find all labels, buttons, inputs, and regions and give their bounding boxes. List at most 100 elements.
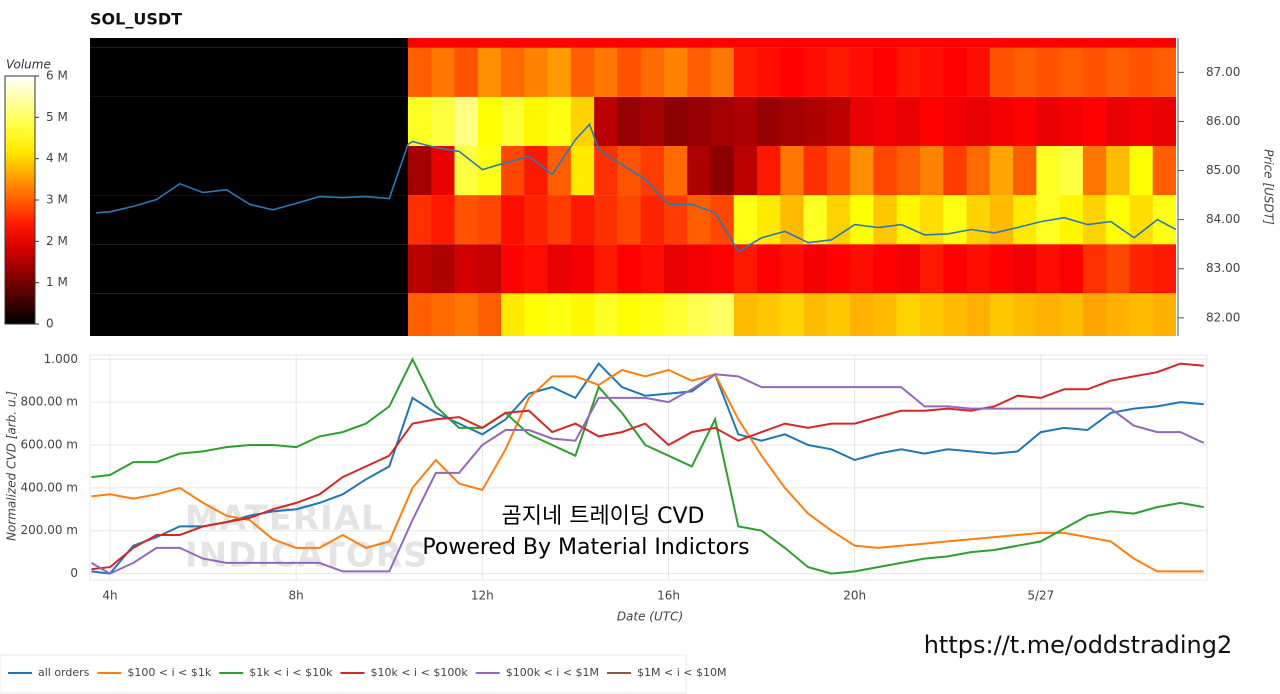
heatmap-cell <box>826 38 851 48</box>
heatmap-cell <box>1013 146 1037 196</box>
heatmap-cell <box>1106 146 1130 196</box>
heatmap-cell <box>501 47 525 97</box>
heatmap-cell <box>803 146 828 196</box>
heatmap-cell <box>1082 96 1107 147</box>
lines <box>90 357 1205 575</box>
heatmap-cell <box>1082 244 1107 294</box>
heatmap-cell <box>896 96 921 147</box>
heatmap-cell <box>640 244 665 294</box>
heatmap-cell <box>733 244 758 294</box>
heatmap-cell <box>1036 146 1061 196</box>
heatmap-cell <box>407 195 432 245</box>
heatmap-cell <box>1152 96 1176 147</box>
heatmap-cell <box>896 47 921 97</box>
heatmap-cell <box>850 146 874 196</box>
legend-label: $1k < i < $10k <box>249 666 333 679</box>
heatmap-cell <box>431 47 455 97</box>
heatmap-cell <box>407 38 432 48</box>
heatmap-cell <box>570 47 595 97</box>
heatmap-cell <box>733 146 758 196</box>
heatmap-cell <box>757 244 781 294</box>
heatmap-cell <box>850 293 874 336</box>
heatmap-cell <box>1036 47 1061 97</box>
heatmap-cell <box>1106 244 1130 294</box>
heatmap-cell <box>850 38 874 48</box>
heatmap-cell <box>850 47 874 97</box>
heatmap-cell <box>1129 146 1154 196</box>
heatmap-cell <box>803 293 828 336</box>
x-tick-label: 8h <box>289 589 304 603</box>
heatmap-cell <box>803 195 828 245</box>
heatmap-cell <box>896 293 921 336</box>
heatmap-cell <box>454 244 479 294</box>
heatmap-cell <box>1152 146 1176 196</box>
heatmap-cell <box>966 96 991 147</box>
heatmap-cell <box>826 244 851 294</box>
heatmap-cell <box>733 47 758 97</box>
heatmap-cell <box>687 195 712 245</box>
heatmap-cell <box>966 293 991 336</box>
heatmap-cell <box>873 38 898 48</box>
heatmap-cell <box>617 38 642 48</box>
heatmap-cell <box>1059 38 1084 48</box>
heatmap-cell <box>1129 47 1154 97</box>
heatmap-cell <box>454 146 479 196</box>
heatmap-cell <box>687 47 712 97</box>
heatmap-cell <box>1036 96 1061 147</box>
y-tick-label: 200.00 m <box>21 523 79 537</box>
heatmap-cell <box>943 38 968 48</box>
heatmap-cell <box>547 47 572 97</box>
heatmap-cell <box>710 47 735 97</box>
heatmap-cell <box>1036 293 1061 336</box>
y2-tick-label: 86.00 <box>1206 114 1240 128</box>
heatmap-cell <box>687 293 712 336</box>
x-tick-label: 12h <box>471 589 494 603</box>
heatmap-cell <box>90 195 409 245</box>
y-tick-label: 400.00 m <box>21 480 79 494</box>
heatmap-cell <box>524 293 549 336</box>
heatmap-cell <box>1129 38 1154 48</box>
heatmap-cell <box>1059 293 1084 336</box>
chart-title: SOL_USDT <box>90 10 182 29</box>
colorbar-tick-label: 4 M <box>46 151 68 165</box>
heatmap-cell <box>943 244 968 294</box>
heatmap-cell <box>547 244 572 294</box>
heatmap-cell <box>90 96 409 147</box>
x-tick-label: 5/27 <box>1027 589 1054 603</box>
heatmap-cell <box>501 244 525 294</box>
heatmap-cell <box>919 146 944 196</box>
heatmap-cell <box>757 96 781 147</box>
heatmap-cell <box>570 38 595 48</box>
heatmap-cell <box>1013 244 1037 294</box>
heatmap-cell <box>780 146 805 196</box>
heatmap-cell <box>594 244 618 294</box>
heatmap-cell <box>1059 47 1084 97</box>
heatmap-cell <box>1082 146 1107 196</box>
heatmap-cell <box>547 96 572 147</box>
series-line <box>90 373 1205 575</box>
heatmap-cell <box>919 38 944 48</box>
heatmap-cell <box>1013 47 1037 97</box>
heatmap-cell <box>640 38 665 48</box>
heatmap-cell <box>733 96 758 147</box>
heatmap-cell <box>1106 47 1130 97</box>
heatmap-cell <box>826 146 851 196</box>
heatmap-cell <box>919 244 944 294</box>
heatmap-cell <box>687 96 712 147</box>
y2-tick-label: 83.00 <box>1206 261 1240 275</box>
heatmap-cell <box>454 195 479 245</box>
heatmap-cell <box>477 244 502 294</box>
heatmap-cell <box>570 96 595 147</box>
heatmap-cell <box>943 146 968 196</box>
heatmap-cell <box>710 96 735 147</box>
heatmap-cell <box>687 146 712 196</box>
heatmap-cell <box>966 195 991 245</box>
heatmap-cell <box>850 96 874 147</box>
heatmap-cell <box>431 293 455 336</box>
heatmap-cell <box>943 47 968 97</box>
heatmap-cell <box>989 47 1014 97</box>
heatmap-cell <box>803 47 828 97</box>
heatmap-cell <box>663 293 688 336</box>
heatmap-cell <box>1129 195 1154 245</box>
